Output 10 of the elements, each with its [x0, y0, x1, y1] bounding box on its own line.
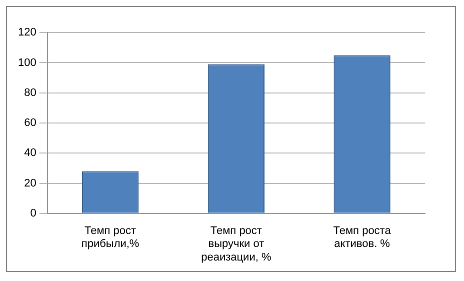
y-tick-label: 100: [18, 56, 36, 69]
y-tick-label: 0: [30, 207, 36, 220]
y-tick-label: 60: [24, 117, 36, 130]
y-tick-label: 20: [24, 177, 36, 190]
x-tick-label: Темп рост прибыли,%: [81, 225, 140, 250]
x-tick-label: Темп роста активов. %: [333, 225, 392, 250]
x-tick-label: Темп рост выручки от реаизации, %: [201, 225, 272, 264]
y-tick-label: 120: [18, 26, 36, 39]
y-tick-label: 80: [24, 86, 36, 99]
y-tick-label: 40: [24, 147, 36, 160]
